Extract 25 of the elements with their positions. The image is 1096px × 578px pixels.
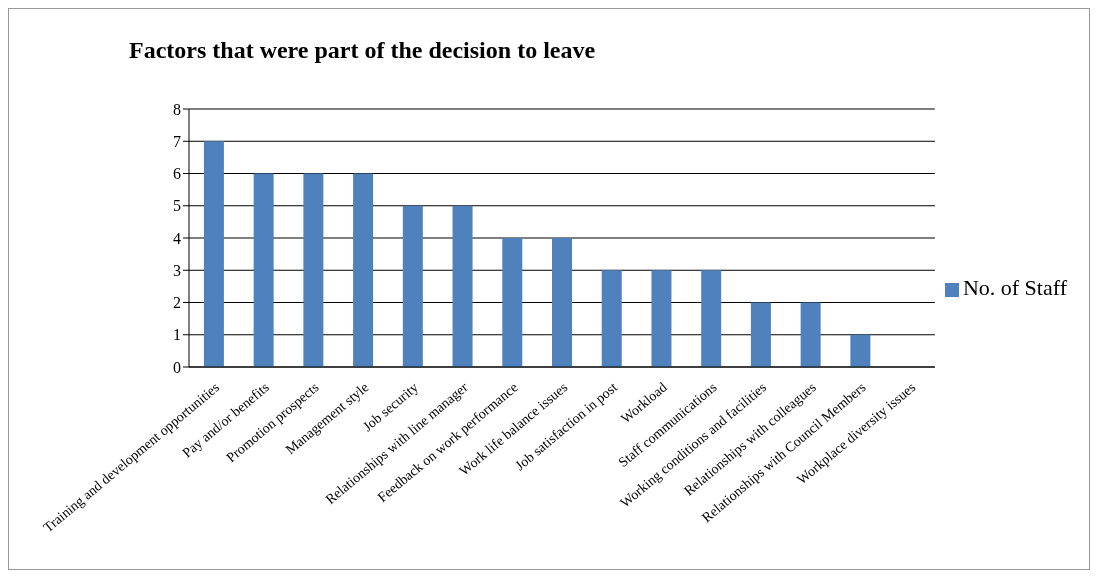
y-tick-label: 7 xyxy=(173,132,181,150)
y-tick-label: 1 xyxy=(173,326,181,344)
y-tick-label: 4 xyxy=(173,229,181,247)
y-tick-label: 0 xyxy=(173,358,181,376)
y-tick-label: 2 xyxy=(173,294,181,312)
bar xyxy=(303,173,324,367)
y-tick-label: 3 xyxy=(173,261,181,279)
y-tick-label: 6 xyxy=(173,165,181,183)
bar xyxy=(651,270,672,367)
bar xyxy=(601,270,622,367)
bar xyxy=(452,205,473,367)
bar xyxy=(253,173,274,367)
bar xyxy=(850,334,871,367)
bar xyxy=(701,270,722,367)
bar xyxy=(353,173,374,367)
chart-title: Factors that were part of the decision to leave xyxy=(129,37,596,64)
bar xyxy=(552,238,573,367)
bar xyxy=(800,302,821,367)
y-tick-label: 5 xyxy=(173,197,181,215)
y-tick-label: 8 xyxy=(173,100,181,118)
bar xyxy=(203,141,224,367)
legend-label: No. of Staff xyxy=(962,275,1067,300)
bar xyxy=(750,302,771,367)
bar xyxy=(502,238,523,367)
bar xyxy=(402,205,423,367)
